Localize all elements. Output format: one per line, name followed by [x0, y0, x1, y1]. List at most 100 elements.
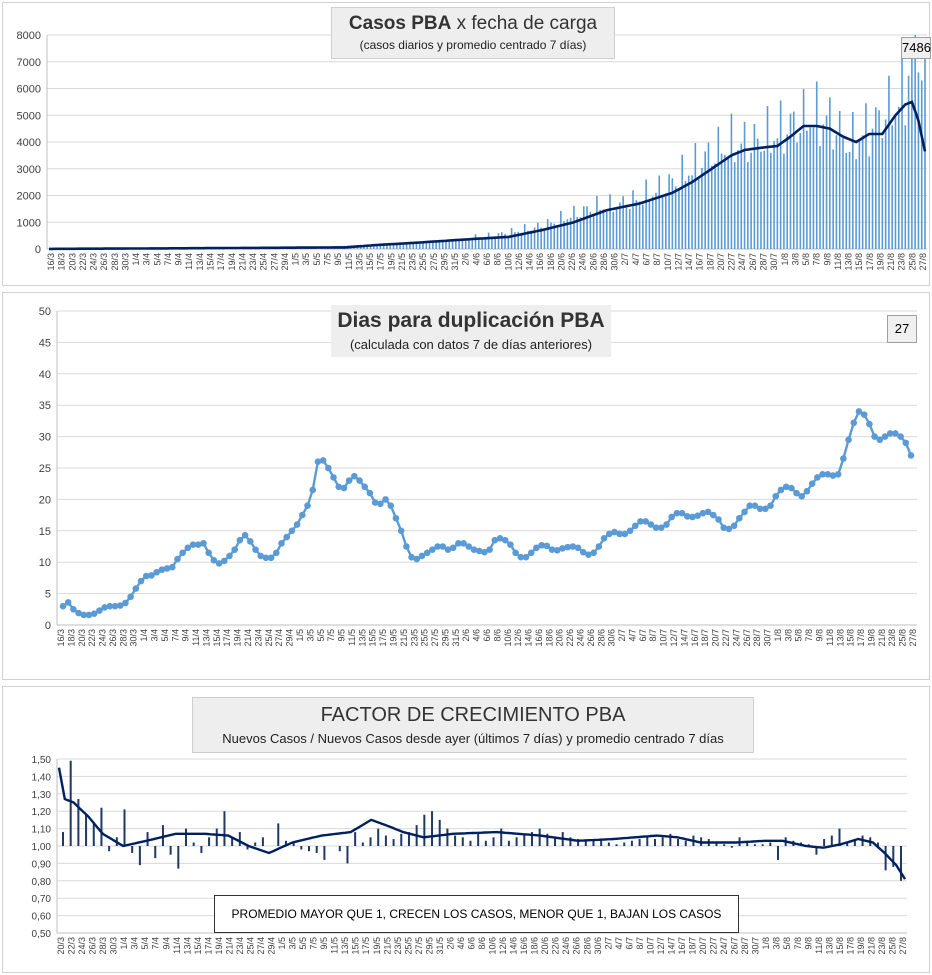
doubling-point: [189, 541, 197, 548]
growth-bar: [638, 839, 641, 846]
growth-y-tick-label: 1,50: [32, 755, 52, 766]
growth-x-tick-label: 27/5: [414, 937, 424, 955]
cases-bar: [395, 242, 398, 249]
growth-bar: [815, 846, 818, 855]
growth-x-tick-label: 17/4: [203, 937, 213, 955]
growth-x-tick-label: 12/7: [656, 937, 666, 955]
cases-bar: [769, 152, 772, 249]
cases-x-tick-label: 30/6: [610, 253, 620, 271]
growth-bar: [823, 839, 826, 846]
cases-bar: [888, 75, 890, 250]
doubling-x-tick-label: 21/4: [243, 629, 253, 647]
doubling-x-tick-label: 13/5: [357, 629, 367, 647]
cases-bar: [543, 229, 546, 249]
cases-x-tick-label: 13/8: [844, 253, 854, 271]
doubling-point: [278, 540, 285, 547]
cases-bar: [563, 221, 565, 249]
doubling-point: [491, 536, 499, 544]
doubling-point: [304, 502, 311, 509]
cases-x-tick-label: 16/6: [535, 253, 545, 271]
growth-bar: [284, 840, 287, 846]
growth-bar: [546, 833, 549, 846]
cases-bar: [632, 190, 634, 249]
cases-bar: [573, 205, 575, 249]
doubling-x-tick-label: 23/4: [253, 629, 263, 647]
doubling-x-tick-label: 8/6: [492, 629, 502, 642]
growth-x-tick-label: 26/3: [88, 937, 98, 955]
cases-bar: [589, 211, 592, 249]
doubling-point: [710, 511, 717, 519]
doubling-point: [626, 527, 634, 535]
growth-y-tick-label: 1,30: [32, 790, 52, 801]
doubling-x-tick-label: 9/4: [181, 629, 191, 642]
doubling-x-tick-label: 26/6: [586, 629, 596, 647]
cases-bar: [487, 232, 490, 249]
growth-bar: [215, 828, 218, 846]
doubling-point: [819, 470, 826, 478]
cases-bar: [806, 130, 808, 249]
cases-x-tick-label: 19/8: [875, 253, 885, 271]
cases-x-tick-label: 17/5: [376, 253, 386, 271]
cases-bar: [533, 227, 536, 249]
cases-bar: [865, 103, 867, 249]
cases-x-tick-label: 23/8: [897, 253, 907, 271]
growth-bar: [315, 846, 318, 853]
doubling-x-tick-label: 30/6: [607, 629, 617, 647]
cases-bar: [897, 106, 900, 249]
cases-x-tick-label: 11/4: [184, 253, 194, 270]
growth-factor-chart-panel: 0,50 0,60 0,70 0,80 0,90 1,00 1,10 1,20 1,30 1,40…: [2, 686, 930, 973]
cases-bar: [605, 211, 608, 249]
cases-x-tick-label: 30/3: [120, 253, 130, 271]
cases-x-tick-label: 29/5: [439, 253, 449, 271]
doubling-point: [694, 512, 701, 520]
doubling-point: [325, 464, 332, 472]
growth-x-tick-label: 14/7: [666, 937, 676, 955]
doubling-point: [64, 599, 72, 606]
doubling-point: [351, 472, 358, 480]
cases-chart-panel: 0 1000 2000 3000 4000 5000 6000 7000 8000 16/3 18/…: [2, 2, 931, 286]
cases-bar: [825, 115, 828, 249]
cases-bar: [622, 196, 624, 249]
cases-bar: [727, 157, 729, 249]
doubling-point: [652, 524, 660, 531]
growth-x-tick-label: 22/6: [551, 937, 561, 955]
doubling-x-tick-label: 4/6: [472, 629, 482, 642]
growth-bar: [653, 839, 656, 846]
growth-bar: [761, 844, 764, 846]
growth-bar: [92, 823, 95, 846]
doubling-point: [387, 502, 395, 509]
cases-x-tick-label: 26/6: [588, 253, 598, 271]
doubling-point: [907, 452, 915, 459]
cases-bar: [625, 207, 628, 249]
growth-bar: [630, 840, 633, 846]
growth-bar: [500, 828, 503, 846]
growth-bar: [177, 846, 180, 869]
cases-bar: [891, 125, 893, 249]
cases-x-tick-label: 10/7: [663, 253, 673, 271]
growth-y-tick-label: 0,60: [32, 912, 52, 923]
cases-x-tick-label: 24/6: [578, 253, 588, 271]
cases-x-tick-label: 20/3: [67, 253, 77, 271]
doubling-point: [517, 553, 525, 561]
doubling-y-tick-label: 20: [39, 494, 51, 506]
doubling-point: [715, 516, 722, 523]
cases-x-tick-label: 22/6: [567, 253, 577, 271]
cases-bar: [517, 231, 519, 249]
cases-x-tick-label: 4/7: [631, 253, 641, 266]
doubling-x-tick-label: 19/5: [388, 629, 398, 647]
cases-x-tick-label: 19/5: [386, 253, 396, 271]
growth-x-tick-label: 22/3: [67, 937, 77, 955]
cases-y-tick-label: 5000: [17, 110, 41, 122]
growth-x-tick-label: 9/4: [161, 937, 171, 950]
cases-x-tick-label: 31/5: [450, 253, 460, 271]
cases-x-tick-label: 25/5: [418, 253, 428, 271]
growth-x-tick-label: 13/4: [182, 937, 192, 955]
cases-bar: [917, 72, 920, 249]
doubling-x-tick-label: 7/5: [326, 629, 336, 642]
cases-x-tick-label: 26/7: [748, 253, 758, 271]
cases-bar: [412, 242, 414, 249]
doubling-point: [579, 548, 587, 556]
doubling-point: [460, 540, 467, 547]
cases-bar: [684, 181, 687, 249]
